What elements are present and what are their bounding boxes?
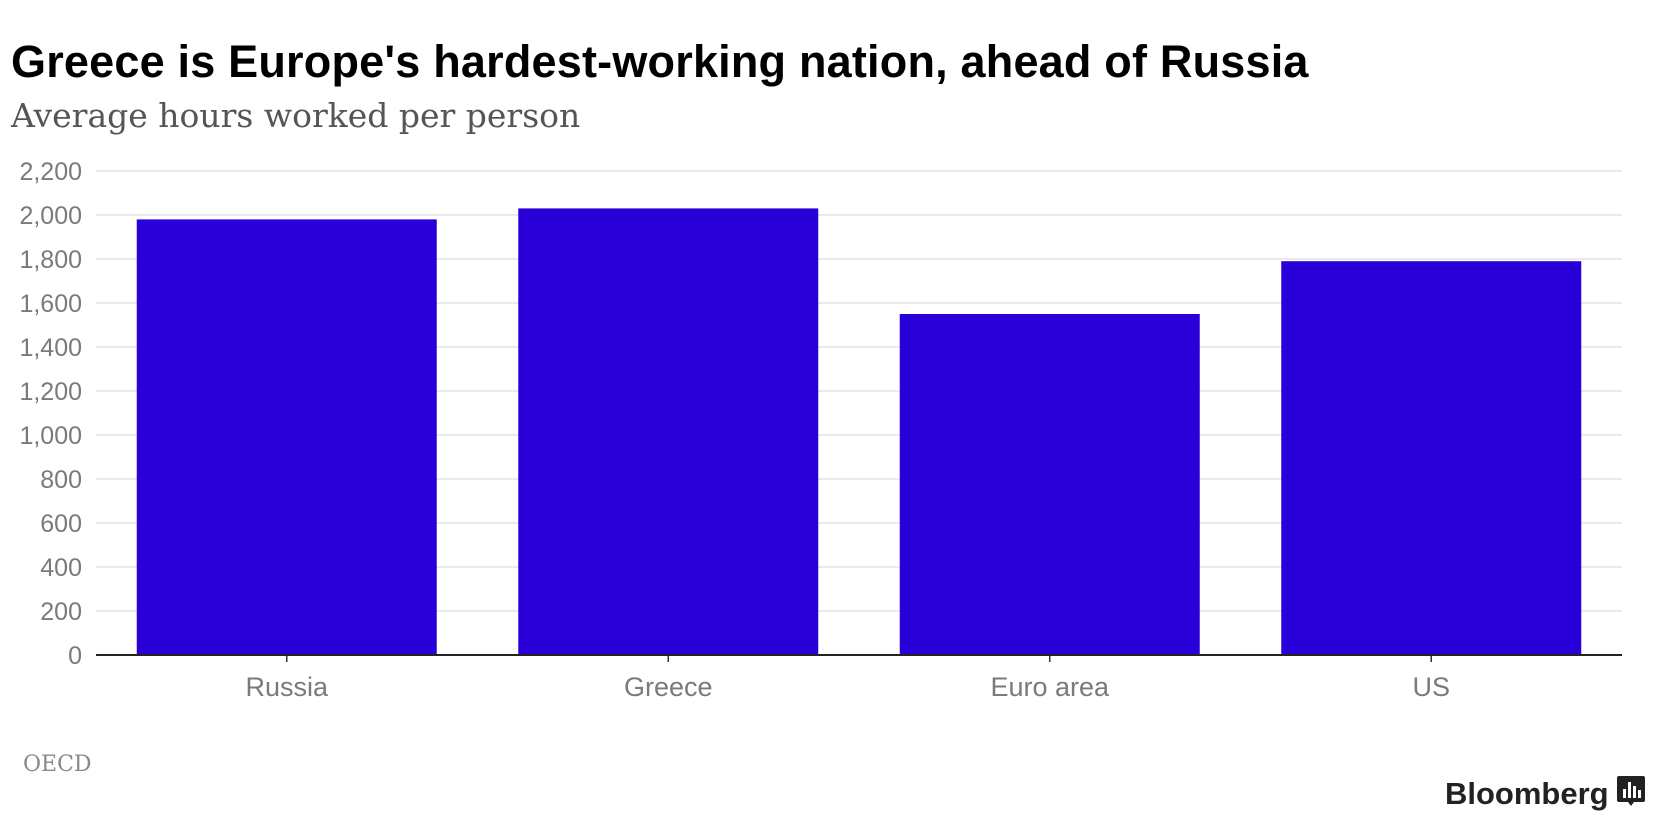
x-tick-label: Euro area [990,672,1110,702]
bar-russia [136,219,437,655]
bloomberg-chart-icon [1617,776,1645,806]
y-tick-label: 1,600 [19,290,82,318]
source-note: OECD [23,752,92,777]
y-tick-label: 2,000 [19,202,82,230]
bar-euro-area [899,314,1200,655]
bar-greece [518,208,819,655]
y-tick-label: 1,000 [19,422,82,450]
y-tick-label: 1,400 [19,334,82,362]
x-tick-label: Greece [624,672,713,702]
chart-title: Greece is Europe's hardest-working natio… [11,36,1309,87]
y-tick-label: 1,800 [19,246,82,274]
y-tick-label: 400 [40,554,82,582]
x-tick-label: US [1412,672,1450,702]
x-tick-label: Russia [245,672,329,702]
chart-subtitle: Average hours worked per person [11,96,581,135]
y-tick-label: 1,200 [19,378,82,406]
y-tick-label: 2,200 [19,158,82,186]
y-tick-label: 200 [40,598,82,626]
y-tick-label: 800 [40,466,82,494]
bloomberg-logo: Bloomberg [1445,776,1609,811]
bar-chart: 0 200 400 600 800 1,000 1,200 1,400 1,600 1,800 2,… [19,158,1622,702]
bar-us [1281,261,1582,655]
y-tick-label: 600 [40,510,82,538]
y-tick-label: 0 [68,642,82,670]
